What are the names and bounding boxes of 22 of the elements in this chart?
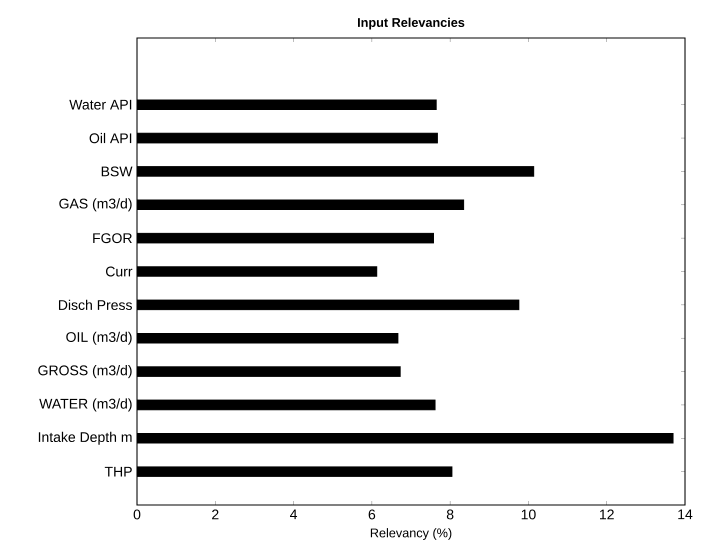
y-tick-label: Disch Press	[58, 300, 132, 310]
y-tick-label: WATER (m3/d)	[39, 398, 132, 412]
y-tick-label: FGOR	[93, 233, 132, 244]
y-tick-label: Intake Depth m	[38, 432, 132, 445]
x-tick-label: 10	[522, 510, 536, 520]
y-tick-label: GROSS (m3/d)	[38, 365, 132, 378]
x-tick-label: 12	[600, 510, 614, 520]
x-tick-label: 6	[368, 510, 376, 520]
y-tick-label: OIL (m3/d)	[66, 332, 132, 345]
x-tick-label: 0	[134, 510, 140, 520]
x-tick-label: 2	[212, 510, 218, 520]
x-tick-label: 4	[290, 510, 298, 520]
y-tick-label: Water API	[69, 100, 132, 110]
x-tick-label: 14	[678, 510, 692, 520]
y-tick-label: BSW	[102, 166, 132, 176]
x-axis-title: Relevancy (%)	[370, 528, 452, 540]
y-tick-label: Oil API	[90, 132, 132, 144]
y-tick-label: THP	[104, 466, 132, 476]
y-tick-label: GAS (m3/d)	[59, 198, 132, 212]
chart-title: Input Relevancies	[358, 18, 464, 30]
y-tick-label: Curr	[106, 266, 132, 276]
x-tick-label: 8	[446, 510, 454, 520]
